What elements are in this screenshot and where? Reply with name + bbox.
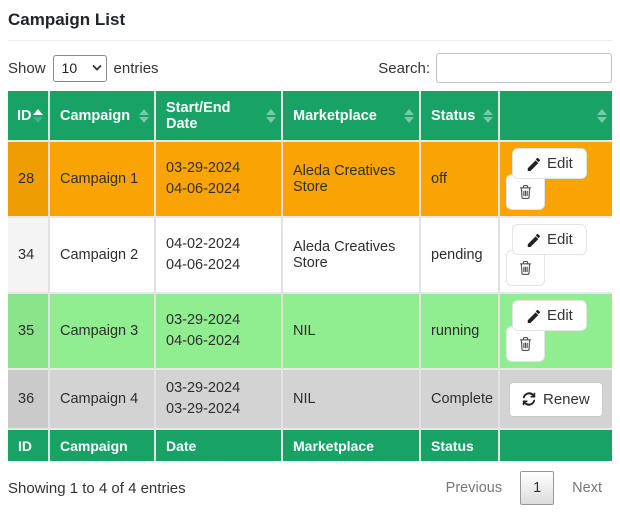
table-row: 28 Campaign 1 03-29-2024 04-06-2024 Aled… — [8, 140, 612, 217]
trash-icon — [518, 336, 533, 352]
table-row: 35 Campaign 3 03-29-2024 04-06-2024 NIL … — [8, 292, 612, 369]
trash-icon — [518, 184, 533, 200]
next-page-button[interactable]: Next — [572, 480, 602, 496]
campaign-cell: Campaign 1 — [49, 140, 156, 217]
end-date: 04-06-2024 — [166, 257, 241, 273]
table-controls: Show 10 entries Search: — [8, 53, 612, 83]
sort-arrows-icon — [404, 108, 414, 123]
column-header-id[interactable]: ID — [8, 91, 50, 141]
marketplace-cell: Aleda Creatives Store — [282, 216, 421, 293]
start-date: 03-29-2024 — [166, 380, 241, 396]
status-cell: pending — [420, 216, 500, 293]
status-cell: off — [420, 140, 500, 217]
edit-button[interactable]: Edit — [512, 300, 587, 331]
page-number-button[interactable]: 1 — [520, 471, 555, 505]
delete-button[interactable] — [506, 250, 545, 286]
status-cell: running — [420, 292, 500, 369]
entries-info: Showing 1 to 4 of 4 entries — [8, 479, 186, 497]
refresh-icon — [522, 392, 536, 406]
actions-cell: Edit — [499, 216, 612, 293]
date-cell: 03-29-2024 04-06-2024 — [155, 140, 283, 217]
footer-header-date: Date — [155, 428, 283, 461]
start-date: 03-29-2024 — [166, 160, 241, 176]
page-length-select-wrap: 10 — [52, 54, 107, 82]
edit-button[interactable]: Edit — [512, 148, 587, 179]
campaign-cell: Campaign 3 — [49, 292, 156, 369]
marketplace-cell: NIL — [282, 368, 421, 429]
show-label: Show — [8, 59, 46, 77]
sort-arrows-icon — [33, 108, 43, 123]
search-input[interactable] — [436, 53, 612, 83]
campaign-table: ID Campaign Start/End Date Marketplace S… — [8, 91, 612, 461]
status-cell: Complete — [420, 368, 500, 429]
search-label: Search: — [378, 59, 430, 77]
header-row: ID Campaign Start/End Date Marketplace S… — [8, 91, 612, 141]
end-date: 04-06-2024 — [166, 333, 241, 349]
page-title: Campaign List — [8, 10, 126, 29]
id-cell: 35 — [8, 292, 50, 369]
actions-cell: Renew — [499, 368, 612, 429]
edit-button-label: Edit — [547, 155, 573, 172]
campaign-cell: Campaign 4 — [49, 368, 156, 429]
footer-header-campaign: Campaign — [49, 428, 156, 461]
column-header-status[interactable]: Status — [420, 91, 500, 141]
table-row: 36 Campaign 4 03-29-2024 03-29-2024 NIL … — [8, 368, 612, 429]
table-row: 34 Campaign 2 04-02-2024 04-06-2024 Aled… — [8, 216, 612, 293]
table-bottom-bar: Showing 1 to 4 of 4 entries Previous 1 N… — [8, 471, 612, 505]
sort-arrows-icon — [266, 108, 276, 123]
table-footer: ID Campaign Date Marketplace Status — [8, 428, 612, 461]
start-date: 04-02-2024 — [166, 236, 241, 252]
trash-icon — [518, 260, 533, 276]
delete-button[interactable] — [506, 326, 545, 362]
sort-arrows-icon — [483, 108, 493, 123]
end-date: 03-29-2024 — [166, 401, 241, 417]
page-length-select[interactable]: 10 — [52, 54, 107, 82]
column-header-marketplace[interactable]: Marketplace — [282, 91, 421, 141]
date-cell: 04-02-2024 04-06-2024 — [155, 216, 283, 293]
title-divider — [8, 40, 612, 41]
entries-label: entries — [113, 59, 159, 77]
id-cell: 28 — [8, 140, 50, 217]
edit-button-label: Edit — [547, 307, 573, 324]
table-header: ID Campaign Start/End Date Marketplace S… — [8, 91, 612, 141]
edit-button-label: Edit — [547, 231, 573, 248]
pencil-icon — [526, 233, 540, 247]
end-date: 04-06-2024 — [166, 181, 241, 197]
date-cell: 03-29-2024 03-29-2024 — [155, 368, 283, 429]
page-length-control: Show 10 entries — [8, 54, 159, 82]
column-header-actions[interactable] — [499, 91, 612, 141]
start-date: 03-29-2024 — [166, 312, 241, 328]
actions-cell: Edit — [499, 140, 612, 217]
marketplace-cell: NIL — [282, 292, 421, 369]
delete-button[interactable] — [506, 174, 545, 210]
pencil-icon — [526, 309, 540, 323]
renew-button[interactable]: Renew — [509, 381, 603, 417]
footer-header-status: Status — [420, 428, 500, 461]
pagination: Previous 1 Next — [436, 471, 612, 505]
date-cell: 03-29-2024 04-06-2024 — [155, 292, 283, 369]
search-control: Search: — [378, 53, 612, 83]
column-header-start-end-date[interactable]: Start/End Date — [155, 91, 283, 141]
edit-button[interactable]: Edit — [512, 224, 587, 255]
id-cell: 36 — [8, 368, 50, 429]
previous-page-button[interactable]: Previous — [445, 480, 503, 496]
footer-row: ID Campaign Date Marketplace Status — [8, 428, 612, 461]
actions-cell: Edit — [499, 292, 612, 369]
footer-header-id: ID — [8, 428, 50, 461]
marketplace-cell: Aleda Creatives Store — [282, 140, 421, 217]
id-cell: 34 — [8, 216, 50, 293]
column-header-campaign[interactable]: Campaign — [49, 91, 156, 141]
table-body: 28 Campaign 1 03-29-2024 04-06-2024 Aled… — [8, 140, 612, 429]
sort-arrows-icon — [597, 108, 607, 123]
footer-header-marketplace: Marketplace — [282, 428, 421, 461]
sort-arrows-icon — [139, 108, 149, 123]
pencil-icon — [526, 157, 540, 171]
renew-button-label: Renew — [543, 390, 590, 408]
footer-header-actions — [499, 428, 612, 461]
campaign-cell: Campaign 2 — [49, 216, 156, 293]
